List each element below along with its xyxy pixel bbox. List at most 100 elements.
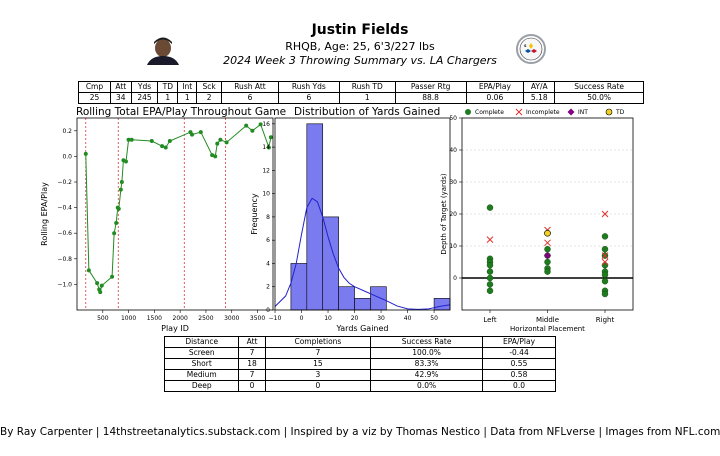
table-row: Short 18 15 83.3% 0.55 — [163, 358, 556, 370]
complete-point — [601, 271, 609, 278]
y-tick-label: 14 — [262, 144, 270, 151]
y-tick-label: 20 — [449, 211, 457, 218]
complete-point — [544, 258, 551, 266]
epa-point — [95, 281, 100, 286]
distance-cell: 42.9% — [370, 369, 484, 381]
histogram-bar — [370, 286, 387, 311]
distance-table: Distance Att Completions Success Rate EPA/Pl… — [163, 336, 556, 392]
complete-point — [486, 287, 494, 294]
stats-value-cell: 34 — [109, 92, 132, 104]
distance-header-cell: Success Rate — [370, 336, 484, 348]
epa-plot-frame — [76, 117, 274, 311]
complete-point — [486, 204, 494, 211]
stats-header-cell: AY/A — [523, 81, 556, 93]
distance-cell: 7 — [238, 347, 266, 359]
x-tick-label: Middle — [536, 316, 559, 324]
y-tick-label: 0.0 — [62, 153, 72, 160]
table-row: Deep 0 0 0.0% 0.0 — [163, 380, 556, 392]
distance-cell: 0 — [238, 380, 266, 392]
complete-point — [544, 245, 551, 253]
epa-point — [167, 139, 172, 144]
epa-point — [126, 137, 131, 142]
incomplete-point — [486, 236, 494, 243]
x-tick-label: 2000 — [173, 315, 188, 322]
epa-line — [85, 123, 272, 294]
epa-point — [114, 220, 119, 225]
distance-cell: 18 — [238, 358, 266, 370]
histogram-plot-frame — [274, 117, 451, 311]
complete-point — [486, 274, 494, 282]
y-tick-label: 0.2 — [62, 128, 72, 135]
histogram-bar — [354, 298, 371, 311]
stats-value-cell: 25 — [78, 92, 111, 104]
epa-point — [215, 141, 220, 146]
epa-point — [119, 180, 124, 184]
y-tick-label: −1.0 — [57, 281, 72, 288]
x-tick-label: −10 — [269, 315, 282, 322]
complete-point — [486, 268, 494, 275]
complete-point — [601, 290, 609, 298]
distance-cell: 0.58 — [482, 369, 556, 381]
complete-point — [601, 262, 609, 269]
epa-point — [149, 139, 154, 144]
y-tick-label: 40 — [449, 147, 457, 154]
distance-header-cell: Att — [238, 336, 266, 348]
epa-point — [83, 151, 88, 156]
epa-point — [224, 140, 229, 145]
epa-point — [218, 137, 223, 142]
distance-cell: 100.0% — [370, 347, 484, 359]
histogram-bar — [433, 298, 451, 311]
yards-chart-title: Distribution of Yards Gained — [294, 106, 441, 118]
histogram-bar — [290, 263, 308, 311]
legend-label: Incomplete — [526, 109, 560, 116]
epa-point — [244, 123, 249, 128]
stats-table: Cmp Att Yds TD Int Sck Rush Att Rush Yds Rush TD… — [78, 81, 644, 104]
y-axis-label: Rolling EPA/Play — [40, 182, 49, 246]
distance-cell: -0.44 — [482, 347, 556, 359]
footer-credits: By Ray Carpenter | 14thstreetanalytics.s… — [0, 426, 720, 438]
x-axis-label: Play ID — [161, 324, 189, 333]
legend-td-marker — [605, 108, 613, 116]
stats-value-cell: 5.18 — [523, 92, 556, 104]
epa-point — [163, 145, 168, 150]
legend-label: Complete — [475, 109, 504, 116]
td-point — [544, 229, 551, 237]
y-tick-label: 0 — [453, 275, 457, 282]
distance-header-cell: EPA/Play — [482, 336, 556, 348]
distance-cell: 3 — [264, 369, 372, 381]
x-tick-label: 20 — [351, 315, 359, 322]
distance-cell: 83.3% — [370, 358, 484, 370]
y-tick-label: 4 — [266, 260, 270, 267]
histogram-bar — [306, 123, 324, 311]
epa-point — [124, 159, 128, 164]
distance-cell: Short — [163, 358, 240, 370]
epa-point — [86, 268, 91, 273]
epa-chart-title: Rolling Total EPA/Play Throughout Game — [76, 106, 287, 118]
incomplete-point — [601, 252, 609, 259]
epa-point — [98, 290, 103, 295]
x-tick-label: 2500 — [198, 315, 213, 322]
kde-curve — [274, 197, 451, 310]
distance-header-cell: Distance — [163, 336, 240, 348]
epa-point — [99, 283, 104, 288]
y-tick-label: 6 — [266, 237, 270, 244]
epa-point — [112, 231, 117, 236]
stats-value-cell: 245 — [130, 92, 159, 104]
incomplete-point — [544, 239, 551, 247]
x-axis-label: Horizontal Placement — [510, 325, 585, 333]
stats-value-cell: 1 — [177, 92, 198, 104]
svg-text:S: S — [524, 44, 527, 48]
epa-point — [250, 128, 255, 133]
epa-point — [268, 135, 273, 140]
distance-cell: 0.0 — [482, 380, 556, 392]
x-tick-label: Left — [483, 316, 496, 324]
x-tick-label: 3000 — [224, 315, 239, 322]
distance-cell: Screen — [163, 347, 240, 359]
team-logo: S — [516, 34, 546, 64]
incomplete-point — [601, 258, 609, 266]
legend-label: INT — [578, 109, 588, 116]
distance-cell: 0.55 — [482, 358, 556, 370]
incomplete-point — [601, 210, 609, 218]
epa-point — [116, 206, 121, 211]
